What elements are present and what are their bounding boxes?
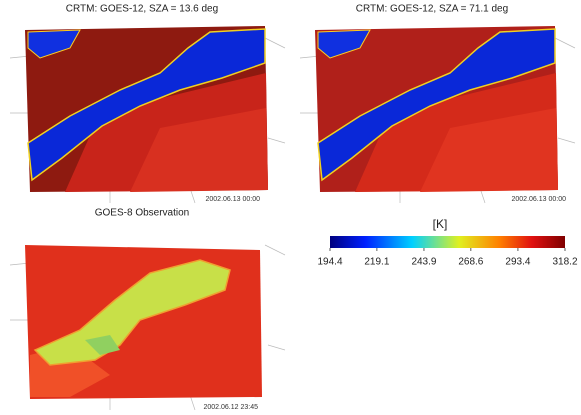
timestamp: 2002.06.13 00:00 (206, 196, 261, 203)
panel-title: CRTM: GOES-12, SZA = 71.1 deg (356, 4, 508, 15)
colorbar-tick-label: 318.2 (552, 257, 577, 268)
colorbar: [K] 194.4 219.1 243.9 268.6 293.4 318.2 (317, 217, 577, 267)
map-panel (10, 26, 285, 203)
panel-title: CRTM: GOES-12, SZA = 13.6 deg (66, 4, 218, 15)
colorbar-tick-label: 268.6 (458, 257, 483, 268)
map-panel (300, 26, 575, 203)
colorbar-tick-label: 243.9 (411, 257, 436, 268)
colorbar-tick-label: 194.4 (317, 257, 342, 268)
map-panel (10, 245, 285, 410)
colorbar-tick-label: 219.1 (364, 257, 389, 268)
timestamp: 2002.06.13 00:00 (512, 196, 567, 203)
figure: CRTM: GOES-12, SZA = 13.6 deg CRTM: GOES… (0, 0, 581, 415)
colorbar-gradient (330, 236, 565, 248)
panel-title: GOES-8 Observation (95, 208, 189, 219)
colorbar-label: [K] (433, 217, 448, 231)
timestamp: 2002.06.12 23:45 (204, 404, 259, 411)
colorbar-tick-label: 293.4 (505, 257, 530, 268)
